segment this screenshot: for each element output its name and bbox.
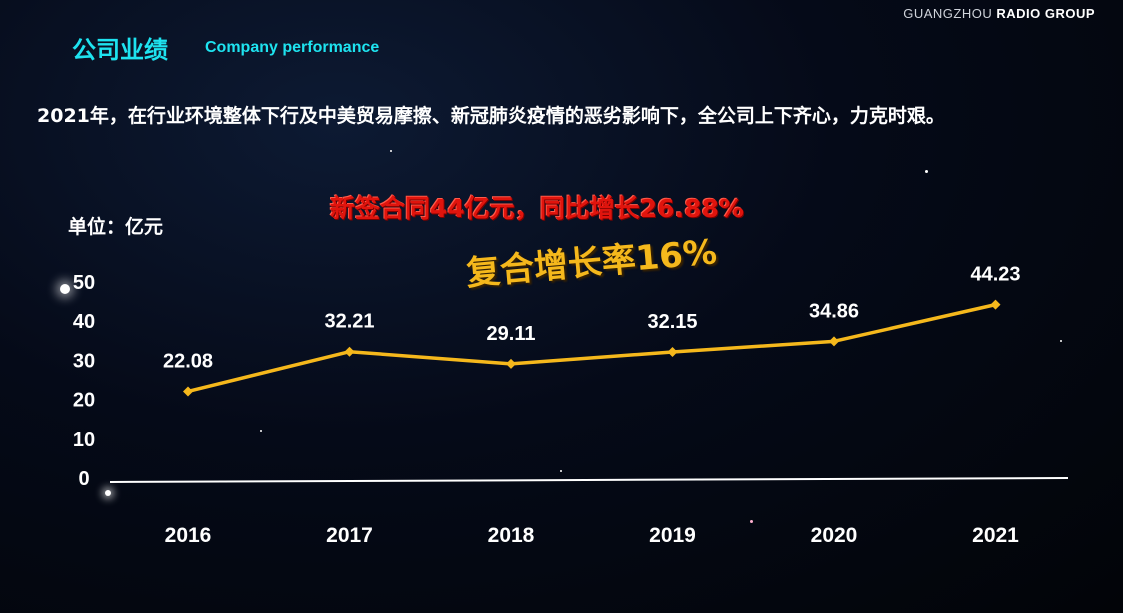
y-tick-label: 50 (73, 272, 95, 294)
y-tick-label: 40 (73, 311, 95, 333)
data-label: 34.86 (809, 300, 859, 322)
series-line (187, 302, 996, 394)
data-point (990, 299, 1001, 310)
x-tick-label: 2021 (972, 524, 1019, 547)
brand-logo: GUANGZHOU RADIO GROUP (903, 6, 1095, 21)
data-label: 32.21 (324, 311, 374, 333)
y-tick-label: 30 (73, 350, 95, 372)
data-label: 22.08 (163, 350, 213, 372)
star-decoration (1060, 340, 1062, 342)
data-point (506, 358, 516, 369)
x-tick-label: 2017 (326, 524, 373, 547)
data-point (344, 346, 355, 357)
brand-light: GUANGZHOU (903, 6, 997, 21)
unit-label: 单位：亿元 (68, 216, 164, 238)
x-tick-label: 2018 (488, 524, 535, 547)
highlight-text: 新签合同44亿元，同比增长26.88% (330, 194, 744, 223)
data-point (667, 346, 678, 357)
data-label: 29.11 (487, 323, 536, 345)
intro-text: 2021年，在行业环境整体下行及中美贸易摩擦、新冠肺炎疫情的恶劣影响下，全公司上… (37, 105, 945, 127)
data-label: 44.23 (970, 264, 1020, 286)
data-point (829, 336, 839, 347)
data-point (183, 386, 193, 397)
y-tick-label: 10 (73, 429, 95, 451)
star-decoration (60, 284, 70, 294)
x-tick-label: 2019 (649, 524, 696, 547)
page-subtitle: Company performance (205, 39, 380, 56)
x-tick-label: 2020 (811, 524, 858, 547)
y-tick-label: 0 (78, 468, 89, 490)
brand-bold: RADIO GROUP (996, 6, 1095, 21)
data-label: 32.15 (647, 311, 697, 333)
y-tick-label: 20 (73, 390, 95, 412)
page-title: 公司业绩 (72, 36, 168, 64)
x-axis-line (109, 477, 1069, 483)
x-tick-label: 2016 (165, 524, 212, 547)
star-decoration (925, 170, 928, 173)
star-decoration (560, 470, 562, 472)
star-decoration (750, 520, 753, 523)
star-decoration (390, 150, 392, 152)
star-decoration (260, 430, 262, 432)
star-decoration (105, 490, 111, 496)
